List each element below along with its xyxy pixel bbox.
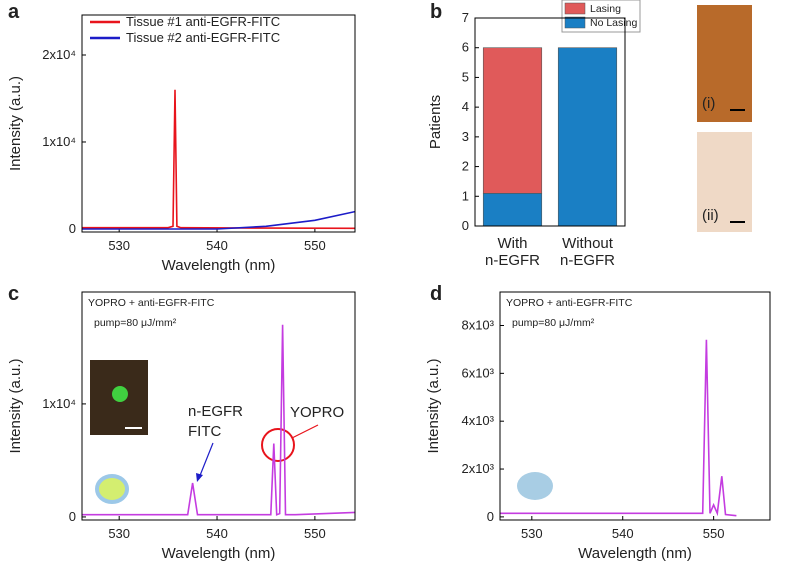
annotation: YOPRO: [290, 404, 344, 421]
y-axis-label: Intensity (a.u.): [7, 76, 24, 171]
annotation: YOPRO + anti-EGFR-FITC: [88, 297, 215, 309]
y-tick-label: 2x10⁴: [42, 47, 76, 62]
plot-frame: [81, 14, 356, 233]
image-label: (ii): [702, 207, 719, 224]
y-tick-label: 6x10³: [461, 365, 494, 380]
y-tick-label: 3: [462, 129, 469, 144]
cell-icon: [517, 472, 553, 500]
inset-cell: [112, 386, 128, 402]
y-tick-label: 7: [462, 10, 469, 25]
x-tick-label: 550: [703, 526, 725, 541]
x-tick-label: 550: [304, 526, 326, 541]
legend-label: Lasing: [590, 3, 621, 15]
y-tick-label: 2x10³: [461, 461, 494, 476]
spectrum-line: [82, 89, 355, 230]
image-label: (i): [702, 95, 715, 112]
y-tick-label: 1x10⁴: [42, 396, 76, 411]
x-tick-label: 540: [206, 526, 228, 541]
histology-image: [697, 5, 752, 122]
arrowhead: [196, 473, 203, 482]
y-axis-label: Intensity (a.u.): [7, 358, 24, 453]
spectrum-line: [500, 339, 737, 517]
annotation: FITC: [188, 423, 221, 440]
x-axis-label: Wavelength (nm): [162, 257, 276, 274]
bar-segment: [482, 193, 543, 227]
x-tick-label: n-EGFR: [485, 252, 540, 269]
y-tick-label: 0: [69, 509, 76, 524]
panel-label: d: [430, 283, 442, 305]
y-tick-label: 0: [462, 218, 469, 233]
annotation: pump=80 μJ/mm²: [94, 317, 177, 329]
spectrum-line: [82, 324, 355, 516]
highlight-circle: [261, 428, 295, 462]
cell-icon: [95, 474, 129, 504]
plot-frame: [499, 291, 771, 521]
x-tick-label: 540: [206, 238, 228, 253]
x-tick-label: n-EGFR: [560, 252, 615, 269]
histology-image: [697, 132, 752, 232]
x-tick-label: 530: [521, 526, 543, 541]
plot-frame: [474, 17, 626, 227]
bar-segment: [557, 47, 618, 227]
legend-swatch: [564, 16, 586, 29]
x-tick-label: Without: [562, 235, 614, 252]
y-tick-label: 2: [462, 159, 469, 174]
y-tick-label: 0: [487, 509, 494, 524]
x-tick-label: 550: [304, 238, 326, 253]
annotation: YOPRO + anti-EGFR-FITC: [506, 297, 633, 309]
arrow: [291, 424, 319, 439]
annotation: pump=80 μJ/mm²: [512, 317, 595, 329]
y-tick-label: 8x10³: [461, 317, 494, 332]
x-axis-label: Wavelength (nm): [578, 545, 692, 562]
x-tick-label: 540: [612, 526, 634, 541]
bar-segment: [482, 47, 543, 194]
legend-label: Tissue #2 anti-EGFR-FITC: [126, 30, 280, 45]
x-axis-label: Wavelength (nm): [162, 545, 276, 562]
plot-frame: [81, 291, 356, 521]
y-tick-label: 4x10³: [461, 413, 494, 428]
spectrum-line: [82, 210, 355, 230]
legend-label: No Lasing: [590, 17, 637, 29]
y-tick-label: 5: [462, 69, 469, 84]
y-tick-label: 4: [462, 99, 469, 114]
legend-swatch: [564, 2, 586, 15]
annotation: n-EGFR: [188, 403, 243, 420]
x-tick-label: 530: [108, 526, 130, 541]
panel-label: c: [8, 283, 19, 305]
arrow: [198, 442, 214, 479]
y-tick-label: 0: [69, 221, 76, 236]
panel-label: b: [430, 1, 442, 23]
x-tick-label: With: [498, 235, 528, 252]
y-tick-label: 6: [462, 40, 469, 55]
y-tick-label: 1: [462, 188, 469, 203]
y-axis-label: Intensity (a.u.): [425, 358, 442, 453]
legend-label: Tissue #1 anti-EGFR-FITC: [126, 14, 280, 29]
x-tick-label: 530: [108, 238, 130, 253]
panel-label: a: [8, 1, 20, 23]
y-tick-label: 1x10⁴: [42, 134, 76, 149]
y-axis-label: Patients: [427, 95, 444, 149]
